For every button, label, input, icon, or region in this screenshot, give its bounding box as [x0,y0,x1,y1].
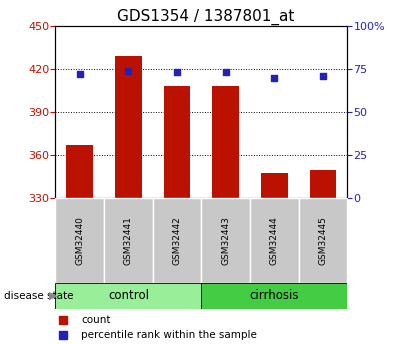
Bar [104,198,153,283]
Bar [261,172,288,198]
Point [222,70,229,75]
Text: GSM32443: GSM32443 [221,216,230,265]
Text: control: control [108,289,149,302]
Point [174,70,180,75]
Point [271,75,277,80]
Text: cirrhosis: cirrhosis [249,289,299,302]
Bar [250,198,299,283]
Text: GDS1354 / 1387801_at: GDS1354 / 1387801_at [117,9,294,25]
Text: ▶: ▶ [48,291,57,301]
Text: percentile rank within the sample: percentile rank within the sample [81,330,257,340]
Point [304,132,311,138]
Text: GSM32444: GSM32444 [270,216,279,265]
Bar [67,145,93,198]
Point [320,73,326,79]
Text: GSM32445: GSM32445 [319,216,328,265]
Text: disease state: disease state [4,291,74,301]
Point [125,68,132,73]
Point [76,71,83,77]
Text: GSM32441: GSM32441 [124,216,133,265]
Bar [115,56,142,198]
Bar [164,86,190,198]
Text: count: count [81,315,111,325]
Bar [212,86,239,198]
Bar [55,198,104,283]
Bar [55,283,201,309]
Bar [153,198,201,283]
Bar [201,283,347,309]
Bar [201,198,250,283]
Text: GSM32442: GSM32442 [173,216,182,265]
Bar [309,170,336,198]
Bar [299,198,347,283]
Text: GSM32440: GSM32440 [75,216,84,265]
Point [304,266,311,271]
